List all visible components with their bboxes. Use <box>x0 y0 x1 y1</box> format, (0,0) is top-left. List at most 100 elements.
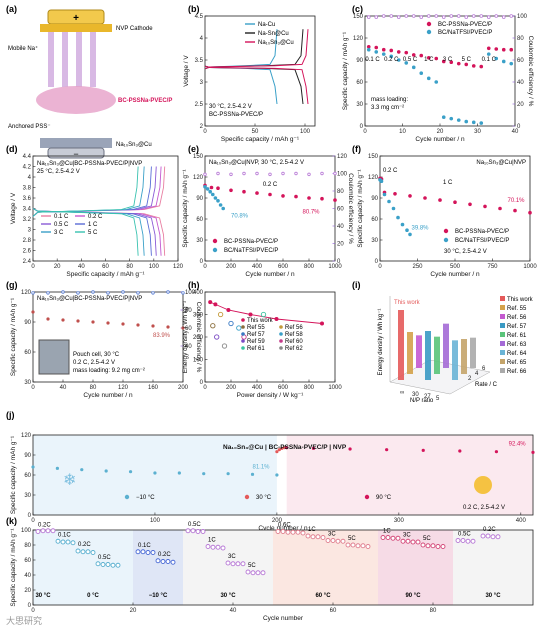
legend-swatch <box>500 314 505 319</box>
data-point <box>85 549 91 555</box>
x-tick-label: 40 <box>512 129 519 135</box>
legend-swatch <box>212 247 218 253</box>
anode-bottom-cap <box>47 147 105 159</box>
legend-label: Ref. 65 <box>507 360 527 366</box>
hot-background <box>286 435 533 515</box>
y2-axis-label: Coulombic efficiency / % <box>347 173 354 244</box>
data-point <box>115 562 121 568</box>
legend-swatch <box>212 238 218 244</box>
x-tick-label: 0 <box>31 385 35 391</box>
data-point <box>320 321 324 326</box>
data-point <box>456 118 461 122</box>
y-tick-label: 4 <box>200 36 204 42</box>
data-point <box>210 544 216 550</box>
bar <box>398 310 404 380</box>
y-tick-label: 0 <box>28 513 32 519</box>
data-point <box>333 198 337 202</box>
rate-label: 0.2C <box>78 542 91 548</box>
temperature-label: 30 °C <box>35 593 51 599</box>
rate-label: 0.6C <box>278 523 291 529</box>
data-point <box>456 61 461 66</box>
data-point <box>490 534 496 540</box>
chart-subtitle: 25 °C, 2.5-4.2 V <box>37 169 80 175</box>
y-tick-label: 20 <box>24 588 31 594</box>
legend-label: Ref. 64 <box>507 351 527 357</box>
data-point <box>121 322 125 326</box>
bar <box>434 336 440 374</box>
y-tick-label: 4.5 <box>195 14 204 20</box>
rate-label: 0.5C <box>98 555 111 561</box>
panel-label: (d) <box>6 144 18 154</box>
legend-swatch <box>279 325 283 329</box>
temperature-band <box>133 530 183 605</box>
data-point <box>165 559 171 564</box>
x-tick-label: 250 <box>412 264 423 270</box>
y2-tick-label: 120 <box>337 154 348 160</box>
y2-tick-label: 60 <box>517 58 524 64</box>
panel-label: (c) <box>352 4 363 14</box>
annotation: mass loading: 9.2 mg cm⁻² <box>73 368 145 374</box>
legend-swatch <box>500 341 505 346</box>
legend-swatch <box>241 318 245 322</box>
data-point <box>494 14 499 18</box>
y-tick-label: 120 <box>368 175 379 181</box>
data-point <box>320 535 326 540</box>
data-point <box>365 544 371 549</box>
data-point <box>177 471 181 475</box>
data-point <box>509 47 514 52</box>
z-axis-label: Energy density / Wh kg⁻¹ <box>378 309 384 376</box>
y-tick-label: 30 <box>196 238 203 244</box>
x-tick-label: 0 <box>378 264 382 270</box>
y-tick-label: 0 <box>375 259 379 265</box>
y-tick-label: 60 <box>24 558 31 564</box>
legend-swatch <box>500 350 505 355</box>
bar <box>443 323 449 368</box>
data-point <box>470 538 476 544</box>
data-point <box>509 14 514 18</box>
data-point <box>395 535 401 541</box>
data-point <box>486 15 491 19</box>
data-point <box>250 472 255 476</box>
y-tick-label: 3.8 <box>23 186 32 192</box>
legend-swatch <box>364 494 370 500</box>
data-point <box>440 544 446 549</box>
x-tick-label: 200 <box>178 385 189 391</box>
x-tick-label: 10 <box>399 129 406 135</box>
y-axis-label: Specific capacity / mAh g⁻¹ <box>182 169 189 248</box>
rate-label: 5 C <box>462 57 472 63</box>
data-point <box>340 538 346 544</box>
data-point <box>226 472 230 476</box>
x-tick-label: 0 <box>31 608 35 614</box>
data-point <box>213 196 218 200</box>
x-tick-label: 0 <box>203 385 207 391</box>
legend-label: Ref. 57 <box>507 324 527 330</box>
x-tick-label: 120 <box>173 264 184 270</box>
data-point <box>485 533 491 539</box>
data-point <box>242 171 246 176</box>
data-point <box>136 323 140 327</box>
y-tick-label: 2.8 <box>23 238 32 244</box>
data-point <box>226 308 231 312</box>
rate-label: 1 C <box>443 180 453 186</box>
data-point <box>486 52 491 56</box>
data-point <box>333 171 337 176</box>
data-point <box>208 300 213 305</box>
data-point <box>280 529 286 534</box>
rate-label: 0.1 C <box>482 57 497 63</box>
legend-label: 3 C <box>54 230 64 236</box>
data-point <box>320 171 324 176</box>
y-tick-label: 0 <box>200 380 204 386</box>
x-tick-label: 500 <box>450 264 461 270</box>
data-point <box>441 115 446 119</box>
data-point <box>300 530 306 536</box>
panel-label: (b) <box>188 4 200 14</box>
y2-axis-label: Coulombic efficiency / % <box>527 36 534 107</box>
data-point <box>396 15 401 19</box>
data-point <box>245 569 251 575</box>
y-axis-label: Specific capacity / mAh g⁻¹ <box>357 169 364 248</box>
data-point <box>531 450 535 454</box>
y-tick-label: 90 <box>24 453 31 459</box>
data-point <box>434 56 439 61</box>
y-axis-label: Voltage / V <box>183 55 190 87</box>
bar <box>452 340 458 380</box>
